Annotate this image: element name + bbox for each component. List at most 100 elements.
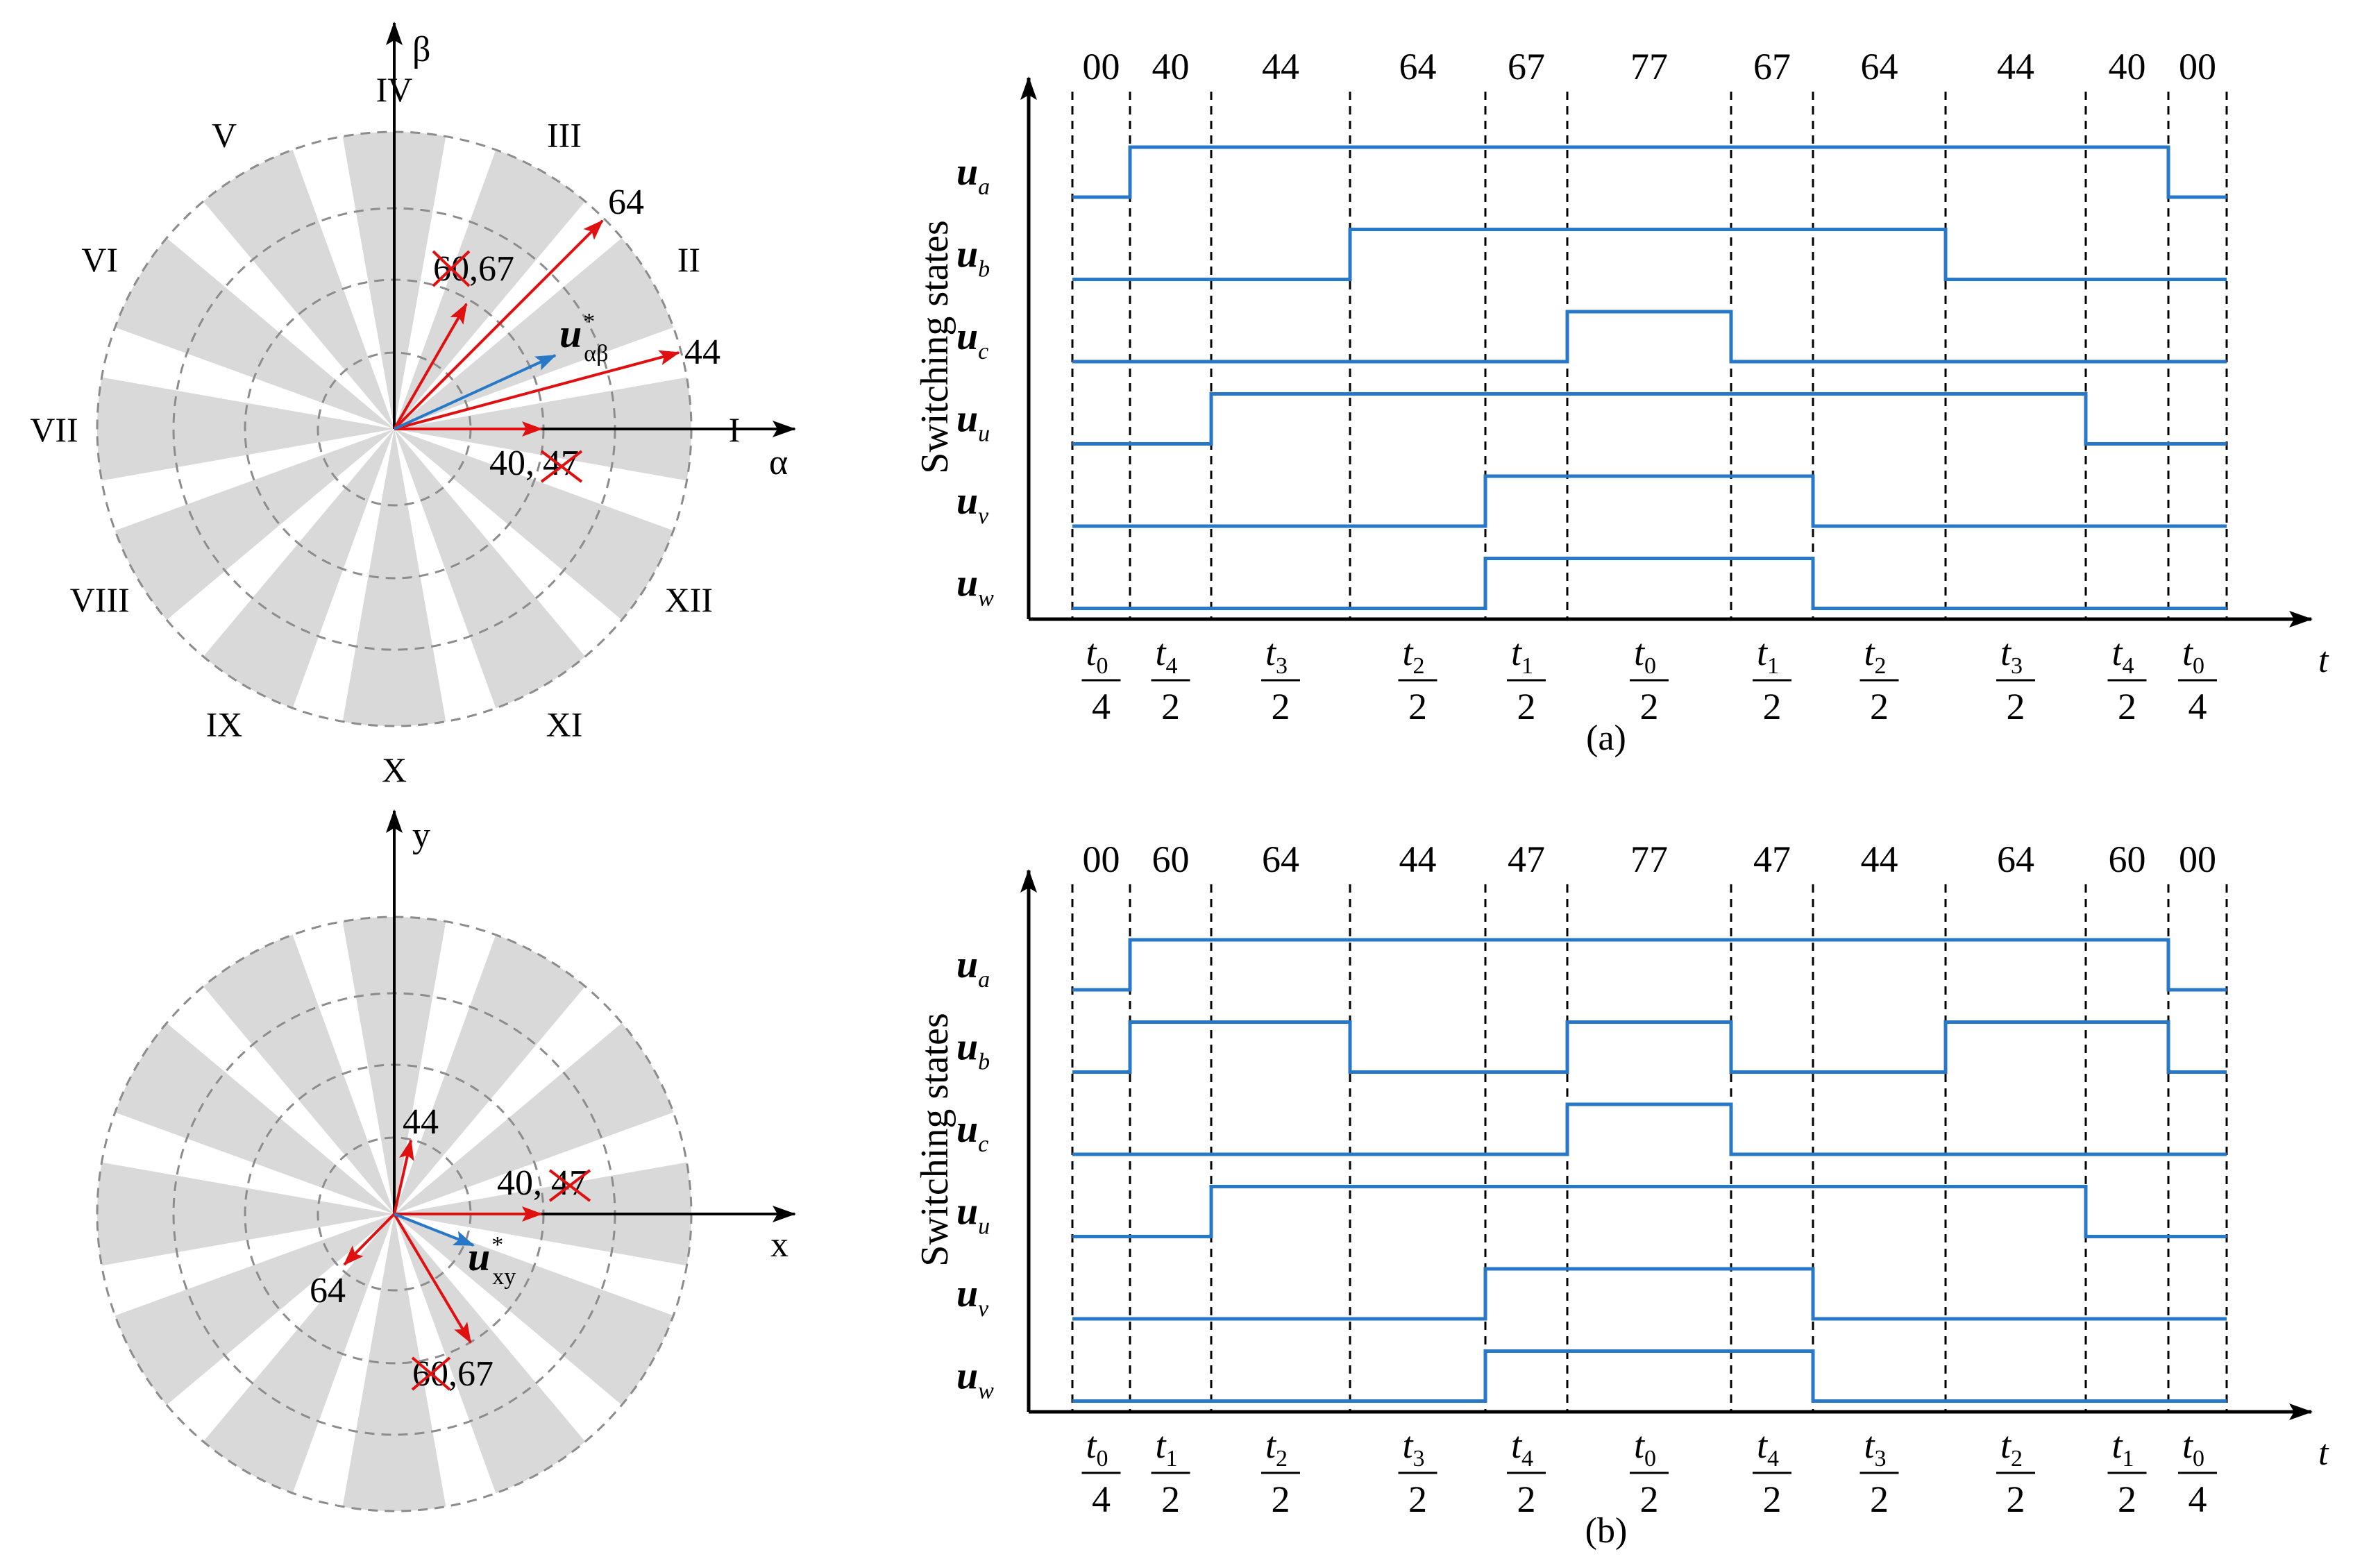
- svg-text:t4: t4: [1511, 1424, 1533, 1472]
- top-vector-44: [394, 350, 680, 430]
- svg-text:2: 2: [1517, 686, 1536, 727]
- bottom-sector-6: [394, 1214, 674, 1406]
- sector-label-viii: VIII: [70, 580, 130, 619]
- svg-text:t0: t0: [1086, 632, 1108, 679]
- timing-b-state-7: 44: [1861, 838, 1898, 880]
- svg-text:t2: t2: [1864, 632, 1886, 679]
- bottom-sector-9: [115, 1214, 394, 1406]
- svg-text:2: 2: [1870, 686, 1889, 727]
- svg-text:2: 2: [1763, 686, 1782, 727]
- timing-a-row-label-a: ua: [956, 151, 990, 200]
- svg-text:t3: t3: [1864, 1424, 1886, 1472]
- timing-b-interval-8: t22: [1996, 1424, 2035, 1520]
- timing-b-state-2: 64: [1262, 838, 1299, 880]
- timing-b-row-label-u: uu: [956, 1190, 990, 1240]
- timing-a-ylabel: Switching states: [913, 220, 956, 474]
- timing-b-state-5: 77: [1630, 838, 1668, 880]
- timing-a-waveform-v: [1072, 474, 2227, 528]
- sector-label-xi: XI: [546, 705, 583, 743]
- timing-a-waveform-w: [1072, 557, 2227, 610]
- timing-b-state-8: 64: [1997, 838, 2034, 880]
- timing-b-state-9: 60: [2109, 838, 2146, 880]
- svg-text:4: 4: [2188, 1478, 2207, 1520]
- svg-text:t1: t1: [1757, 632, 1779, 679]
- timing-a-row-label-w: uw: [956, 562, 994, 612]
- timing-b-row-label-b: ub: [956, 1026, 990, 1075]
- timing-a-state-9: 40: [2109, 46, 2146, 87]
- top-vector-60-67: [393, 303, 468, 430]
- svg-text:2: 2: [1408, 1478, 1427, 1520]
- timing-a-state-1: 40: [1152, 46, 1190, 87]
- timing-b-state-4: 47: [1508, 838, 1545, 880]
- timing-a-dividers: [1071, 92, 2228, 619]
- svg-text:t4: t4: [2111, 632, 2134, 679]
- timing-b-waveform-a: [1072, 938, 2227, 992]
- svg-text:t0: t0: [1634, 632, 1656, 679]
- sector-label-vi: VI: [81, 240, 118, 279]
- bottom-sector-11: [203, 1214, 394, 1494]
- svg-text:2: 2: [1161, 1478, 1180, 1520]
- top-reference-vector: [394, 354, 557, 430]
- svg-text:2: 2: [1161, 686, 1180, 727]
- svg-text:2: 2: [1870, 1478, 1889, 1520]
- top-sector-11: [203, 429, 394, 709]
- timing-b-interval-6: t42: [1753, 1424, 1791, 1520]
- top-sector-5: [115, 237, 394, 429]
- svg-text:t3: t3: [1265, 632, 1288, 679]
- timing-b-waveforms: [1072, 938, 2227, 1403]
- svg-text:t4: t4: [1757, 1424, 1779, 1472]
- timing-a-row-label-v: uv: [956, 480, 989, 529]
- bottom-vector-44: [393, 1139, 414, 1215]
- timing-a-state-5: 77: [1630, 46, 1668, 87]
- svg-text:2: 2: [2118, 1478, 2136, 1520]
- timing-b-waveform-v: [1072, 1267, 2227, 1321]
- timing-b-waveform-u: [1072, 1185, 2227, 1238]
- sector-label-ii: II: [677, 240, 700, 279]
- timing-a-row-label-c: uc: [956, 315, 988, 364]
- svg-text:t3: t3: [1402, 1424, 1424, 1472]
- timing-a-interval-2: t32: [1261, 632, 1300, 727]
- top-label-44: 44: [684, 332, 720, 372]
- svg-text:2: 2: [1763, 1478, 1782, 1520]
- sector-label-x: X: [382, 750, 407, 789]
- timing-a-waveform-a: [1072, 145, 2227, 199]
- timing-a-row-labels: ua ub uc uu uv uw: [956, 151, 994, 612]
- timing-a-interval-3: t22: [1398, 632, 1437, 727]
- top-gray-sectors: [96, 132, 692, 726]
- bottom-strike-47b: [548, 1169, 591, 1202]
- svg-text:2: 2: [2007, 1478, 2025, 1520]
- timing-a-state-10: 00: [2179, 46, 2216, 87]
- svg-text:t2: t2: [2000, 1424, 2023, 1472]
- bottom-sector-3: [203, 934, 394, 1214]
- timing-b-row-label-c: uc: [956, 1108, 988, 1157]
- bottom-vector-64: [343, 1213, 396, 1266]
- svg-text:t3: t3: [2000, 632, 2023, 679]
- timing-a-interval-7: t22: [1859, 632, 1899, 727]
- timing-a-interval-8: t32: [1996, 632, 2035, 727]
- svg-text:2: 2: [2118, 686, 2136, 727]
- timing-b-dividers: [1071, 884, 2228, 1412]
- top-beta-label: β: [412, 30, 430, 69]
- top-vector-64: [393, 219, 604, 430]
- svg-text:t2: t2: [1265, 1424, 1288, 1472]
- bottom-reference-vector: [394, 1213, 475, 1247]
- top-sector-9: [115, 429, 394, 621]
- bottom-label-64: 64: [310, 1271, 346, 1310]
- timing-diagram-b: Switching states t (b) 00 60 64 44 47 77 47 44 6…: [913, 838, 2329, 1551]
- timing-a-interval-1: t42: [1151, 632, 1190, 727]
- svg-text:4: 4: [1092, 1478, 1111, 1520]
- timing-a-state-2: 44: [1262, 46, 1299, 87]
- timing-b-interval-3: t32: [1398, 1424, 1437, 1520]
- timing-b-interval-2: t22: [1261, 1424, 1300, 1520]
- timing-a-state-7: 64: [1861, 46, 1898, 87]
- timing-b-interval-4: t42: [1507, 1424, 1546, 1520]
- sector-label-i: I: [729, 410, 741, 449]
- timing-b-row-label-w: uw: [956, 1355, 994, 1404]
- timing-b-waveform-c: [1072, 1102, 2227, 1156]
- timing-b-waveform-b: [1072, 1020, 2227, 1074]
- bottom-sector-5: [115, 1022, 394, 1214]
- timing-a-state-4: 67: [1508, 46, 1545, 87]
- timing-diagram-a: Switching states t (a) 00 40 44 64 67 77 67 64 4…: [913, 46, 2329, 758]
- top-label-67: ,67: [469, 249, 514, 289]
